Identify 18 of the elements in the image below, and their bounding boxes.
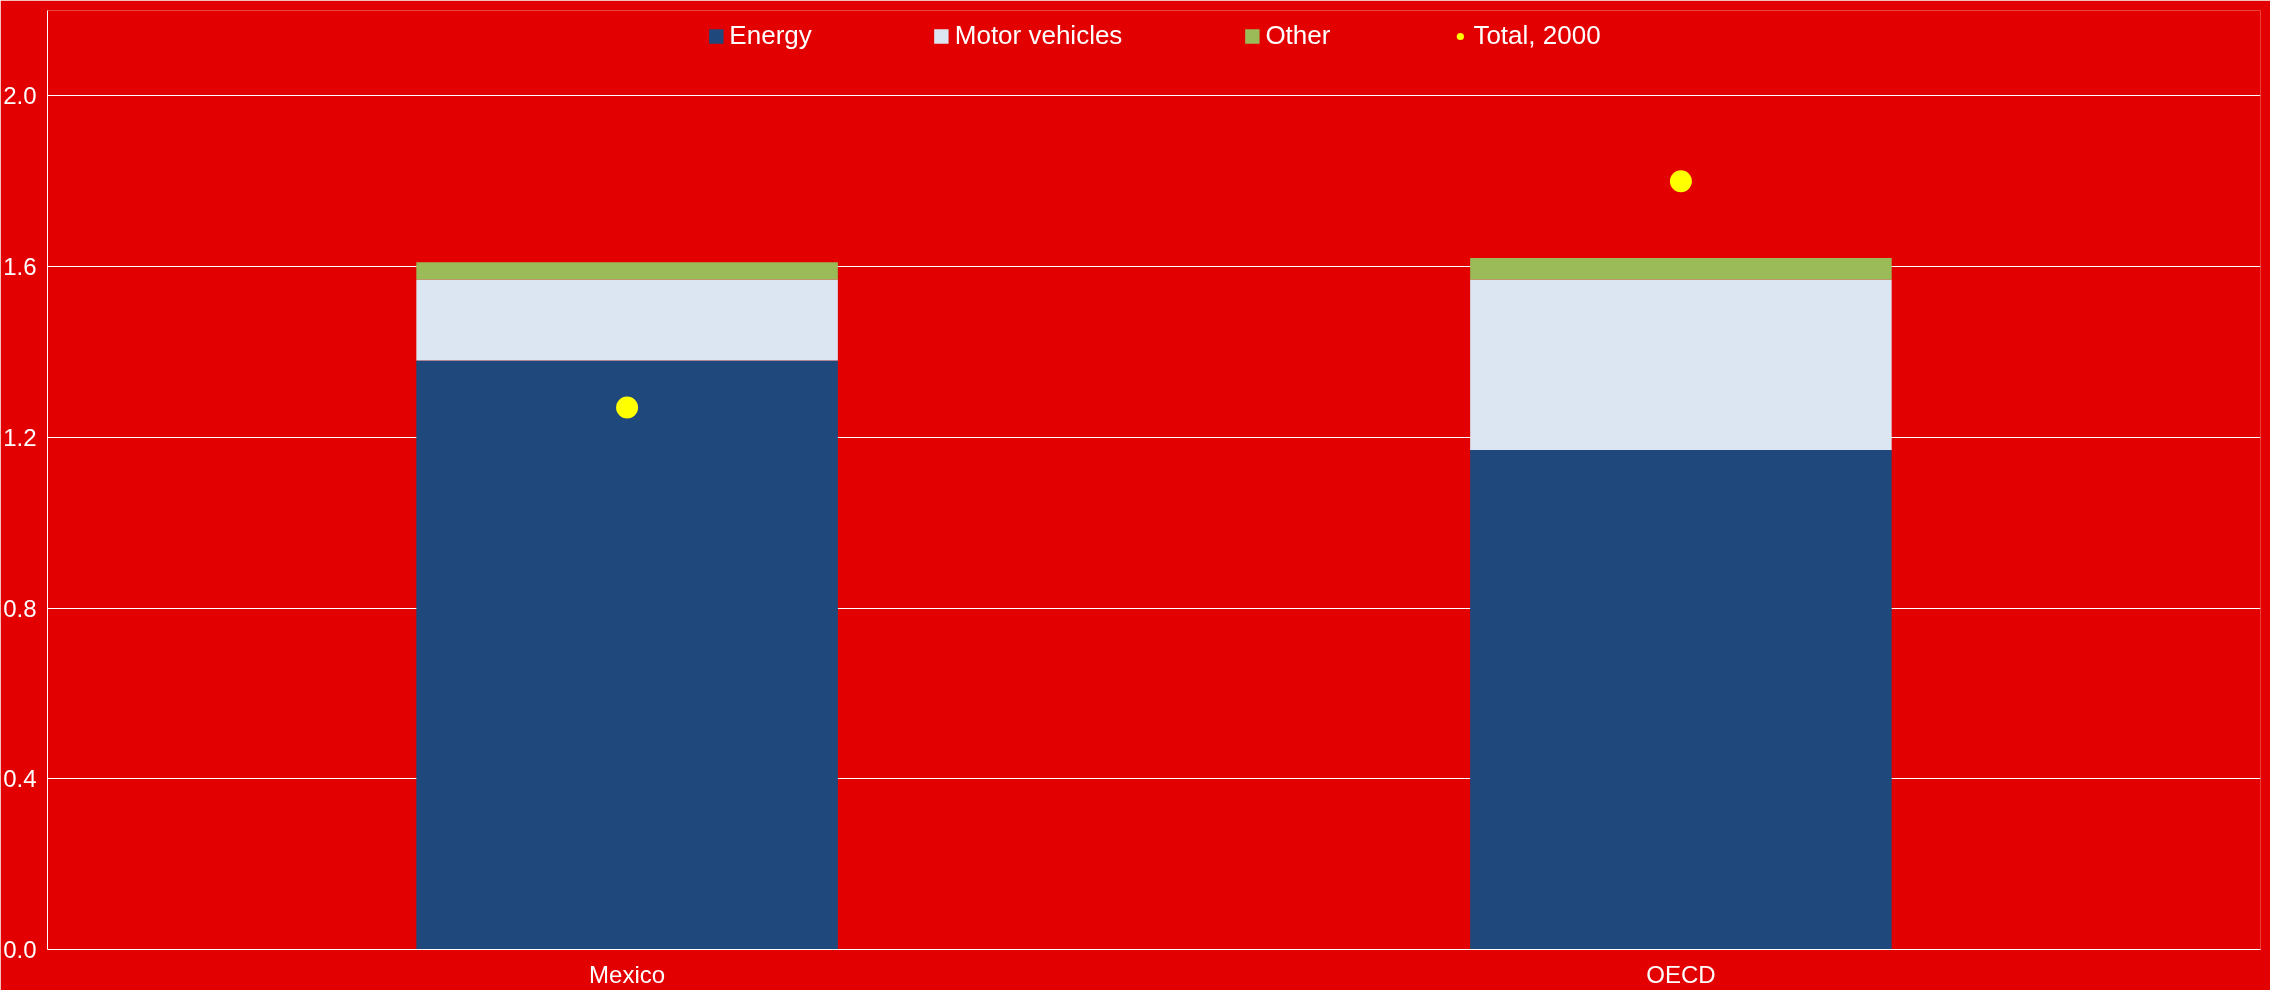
legend-label: Other [1265, 20, 1331, 51]
legend-label: Energy [729, 20, 812, 51]
bar [416, 279, 838, 361]
y-tick-label: 0.4 [3, 765, 37, 793]
bar [416, 360, 838, 950]
y-tick-label: 1.6 [3, 253, 37, 281]
y-tick-label: 2.0 [3, 82, 37, 110]
y-tick-label: 1.2 [3, 423, 37, 451]
bar [1470, 279, 1892, 451]
bar [1470, 450, 1892, 950]
legend-label: Total, 2000 [1473, 20, 1601, 51]
y-tick-label: 0.8 [3, 594, 37, 622]
x-tick-label: Mexico [589, 960, 666, 988]
y-tick-label: 0.0 [3, 936, 37, 963]
bar [416, 262, 838, 280]
legend-label: Motor vehicles [954, 20, 1123, 51]
x-tick-label: OECD [1646, 960, 1716, 988]
bar [1470, 258, 1892, 280]
